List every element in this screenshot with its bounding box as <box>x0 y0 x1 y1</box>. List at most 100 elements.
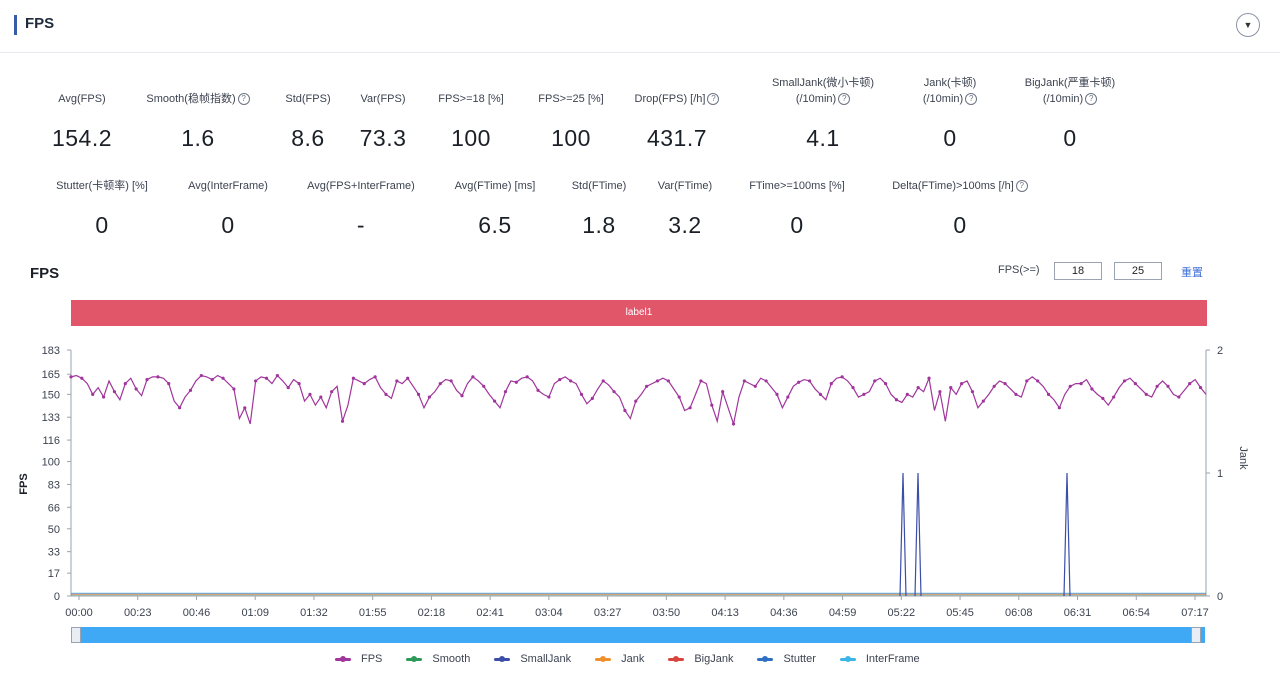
stat-stats_row1-6: Drop(FPS) [/h]? 431.7 <box>597 91 757 151</box>
fps-series-line <box>70 374 1207 427</box>
legend-swatch <box>668 655 685 662</box>
fps-point <box>254 379 258 383</box>
fps-point <box>569 379 573 383</box>
time-range-slider[interactable] <box>71 627 1205 643</box>
fps-point <box>351 376 355 380</box>
fps-point <box>840 375 844 379</box>
x-tick-label: 06:31 <box>1064 607 1092 619</box>
x-tick-label: 07:17 <box>1181 607 1209 619</box>
fps-point <box>655 379 660 383</box>
legend-swatch <box>839 655 856 662</box>
x-tick-label: 02:18 <box>418 607 446 619</box>
fps-point <box>1090 387 1094 391</box>
x-tick-label: 00:00 <box>65 607 93 619</box>
stat-label: Std(FPS) <box>228 91 388 107</box>
stat-stats_row1-5: FPS>=25 [%] 100 <box>491 91 651 151</box>
fps-point <box>981 399 985 403</box>
legend-label: SmallJank <box>520 653 572 665</box>
fps-point <box>492 399 497 403</box>
fps-point <box>243 406 247 410</box>
fps-point <box>264 376 269 380</box>
fps-point <box>1198 386 1203 390</box>
stat-value: 0 <box>943 125 957 151</box>
fps-point <box>319 395 323 399</box>
chart-legend: FPS Smooth SmallJank Jank BigJank Stutter Inte… <box>335 653 944 665</box>
legend-item-smooth[interactable]: Smooth <box>406 653 470 665</box>
help-icon[interactable]: ? <box>237 93 250 106</box>
help-icon[interactable]: ? <box>1015 180 1028 193</box>
fps-point <box>905 392 909 396</box>
y2-tick-label: 0 <box>1217 591 1223 603</box>
stat-label-text: Smooth(稳帧指数) <box>146 93 236 105</box>
fps-point <box>710 403 714 407</box>
label-bar[interactable]: label1 <box>71 300 1207 326</box>
x-tick-label: 04:13 <box>711 607 739 619</box>
help-icon[interactable]: ? <box>1085 93 1098 106</box>
fps-point <box>1133 382 1138 386</box>
legend-swatch <box>494 655 511 662</box>
stat-label: Drop(FPS) [/h]? <box>597 91 757 107</box>
threshold-input-1[interactable] <box>1054 262 1102 280</box>
stat-stats_row2-7: Delta(FTime)>100ms [/h]? 0 <box>880 178 1040 238</box>
fps-point <box>275 373 279 378</box>
fps-point <box>199 373 203 378</box>
legend-item-jank[interactable]: Jank <box>595 653 644 665</box>
stat-stats_row1-1: Smooth(稳帧指数)? 1.6 <box>118 91 278 151</box>
fps-point <box>590 396 594 400</box>
x-tick-label: 04:59 <box>829 607 857 619</box>
x-tick-label: 05:22 <box>888 607 916 619</box>
fps-point <box>536 388 540 392</box>
y2-axis-label: Jank <box>1237 446 1249 470</box>
stat-value: 0 <box>221 212 235 238</box>
fps-point <box>156 375 160 379</box>
stat-label: Var(FPS) <box>303 91 463 107</box>
fps-point <box>949 386 953 390</box>
stat-value: 431.7 <box>646 125 708 151</box>
x-tick-label: 00:46 <box>183 607 211 619</box>
stat-label-unit: (/10min)? <box>990 91 1150 107</box>
stat-label: SmallJank(微小卡顿) <box>743 75 903 91</box>
legend-swatch <box>595 655 612 662</box>
slider-handle-right[interactable] <box>1191 627 1201 643</box>
smalljank-spike <box>914 472 922 597</box>
x-tick-label: 03:27 <box>594 607 622 619</box>
legend-item-bigjank[interactable]: BigJank <box>668 653 733 665</box>
stat-label: Avg(InterFrame) <box>148 178 308 194</box>
fps-point <box>938 390 942 394</box>
x-tick-label: 04:36 <box>770 607 798 619</box>
fps-point <box>232 387 236 391</box>
threshold-input-2[interactable] <box>1114 262 1162 280</box>
fps-point <box>862 392 866 396</box>
stat-label: Avg(FTime) [ms] <box>415 178 575 194</box>
stat-label: Delta(FTime)>100ms [/h]? <box>880 178 1040 194</box>
legend-item-fps[interactable]: FPS <box>335 653 382 665</box>
stat-label-text: Std(FTime) <box>571 180 627 192</box>
help-icon[interactable]: ? <box>965 93 978 106</box>
legend-swatch <box>335 655 351 662</box>
stat-stats_row1-7: SmallJank(微小卡顿) (/10min)? 4.1 <box>743 75 903 151</box>
fps-point <box>601 379 605 383</box>
stat-stats_row2-5: Var(FTime) 3.2 <box>605 178 765 238</box>
fps-point <box>818 392 823 396</box>
fps-point <box>916 386 920 390</box>
legend-item-smalljank[interactable]: SmallJank <box>494 653 571 665</box>
reset-button[interactable]: 重置 <box>1181 267 1203 279</box>
y-tick-label: 17 <box>48 568 60 580</box>
slider-handle-left[interactable] <box>71 627 81 643</box>
stat-label-text: FPS>=18 [%] <box>438 93 504 105</box>
stat-stats_row1-9: BigJank(严重卡顿) (/10min)? 0 <box>990 75 1150 151</box>
fps-point <box>547 395 551 399</box>
chevron-down-icon[interactable]: ▼ <box>1236 13 1260 37</box>
x-tick-label: 01:09 <box>241 607 269 619</box>
help-icon[interactable]: ? <box>707 93 720 106</box>
legend-item-stutter[interactable]: Stutter <box>757 653 816 665</box>
stat-label: FTime>=100ms [%] <box>717 178 877 194</box>
stat-label-text: Jank(卡顿) <box>923 77 977 89</box>
fps-point <box>112 390 117 394</box>
fps-point <box>1014 392 1018 396</box>
fps-point <box>80 376 84 380</box>
help-icon[interactable]: ? <box>838 93 851 106</box>
fps-point <box>188 388 193 392</box>
legend-item-interframe[interactable]: InterFrame <box>839 653 920 665</box>
legend-label: FPS <box>361 653 383 665</box>
